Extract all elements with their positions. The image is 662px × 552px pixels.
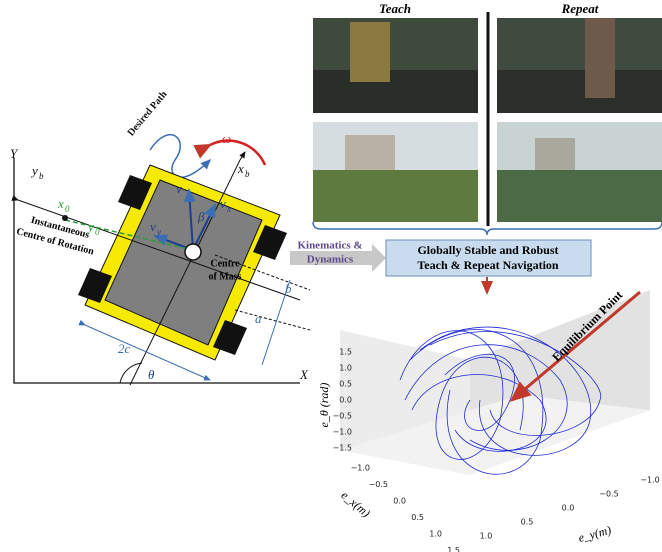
x-axis-label: e_x(m) bbox=[339, 488, 374, 520]
arrow-label: Kinematics & bbox=[297, 240, 362, 252]
repeat-label: Repeat bbox=[561, 1, 599, 16]
math-label: 2c bbox=[118, 341, 131, 356]
y-tick-label: −0.5 bbox=[599, 490, 618, 499]
math-label: x bbox=[237, 161, 244, 176]
teach-label: Teach bbox=[379, 1, 411, 16]
z-tick-label: 1.5 bbox=[339, 348, 352, 357]
math-label: θ bbox=[148, 367, 155, 382]
com-label: of Mass bbox=[208, 271, 241, 282]
math-label: y bbox=[30, 163, 38, 178]
math-label: Y bbox=[10, 146, 19, 161]
math-subscript: 0 bbox=[95, 227, 100, 237]
y-tick-label: 1.0 bbox=[480, 532, 493, 541]
math-label: β bbox=[197, 209, 205, 224]
y-axis-label: e_y(m) bbox=[577, 523, 613, 545]
z-tick-label: −1.5 bbox=[333, 444, 352, 453]
math-subscript: b bbox=[39, 171, 44, 181]
box-text: Teach & Repeat Navigation bbox=[417, 258, 559, 272]
z-tick-label: −1.0 bbox=[333, 428, 352, 437]
math-label: y bbox=[86, 219, 94, 234]
math-label: v bbox=[150, 219, 156, 234]
math-subscript: b bbox=[245, 169, 250, 179]
z-tick-label: 0.5 bbox=[339, 380, 352, 389]
z-tick-label: −0.5 bbox=[333, 412, 352, 421]
figure: Teach Repeat Desired Path Instantaneous … bbox=[0, 0, 662, 552]
photos bbox=[313, 12, 662, 235]
math-subscript: 0 bbox=[65, 204, 70, 214]
math-label: a bbox=[255, 311, 262, 326]
math-label: b bbox=[285, 281, 292, 296]
x-tick-label: 0.5 bbox=[411, 513, 424, 522]
box-text: Globally Stable and Robust bbox=[417, 243, 558, 257]
math-label: v bbox=[176, 181, 182, 196]
z-tick-label: 1.0 bbox=[339, 364, 352, 373]
x-tick-label: 1.5 bbox=[447, 546, 460, 552]
z-axis-label: e_θ (rad) bbox=[317, 383, 331, 428]
x-tick-label: −0.5 bbox=[369, 480, 388, 489]
y-tick-label: 0.5 bbox=[521, 518, 534, 527]
x-tick-label: 1.0 bbox=[429, 530, 442, 539]
z-tick-label: 0.0 bbox=[339, 396, 352, 405]
y-tick-label: −1.0 bbox=[640, 476, 659, 485]
desired-path: Desired Path bbox=[126, 89, 170, 139]
x-tick-label: 0.0 bbox=[393, 497, 406, 506]
math-label: ω bbox=[222, 131, 231, 146]
arrow-label: Dynamics bbox=[307, 254, 354, 266]
math-subscript: y bbox=[156, 227, 161, 237]
x-tick-label: −1.0 bbox=[351, 464, 370, 473]
math-subscript: x bbox=[226, 204, 231, 214]
com-label: Centre bbox=[210, 258, 240, 269]
math-label: v bbox=[220, 196, 226, 211]
math-label: X bbox=[299, 367, 309, 382]
math-label: x bbox=[57, 196, 64, 211]
y-tick-label: 0.0 bbox=[562, 504, 575, 513]
